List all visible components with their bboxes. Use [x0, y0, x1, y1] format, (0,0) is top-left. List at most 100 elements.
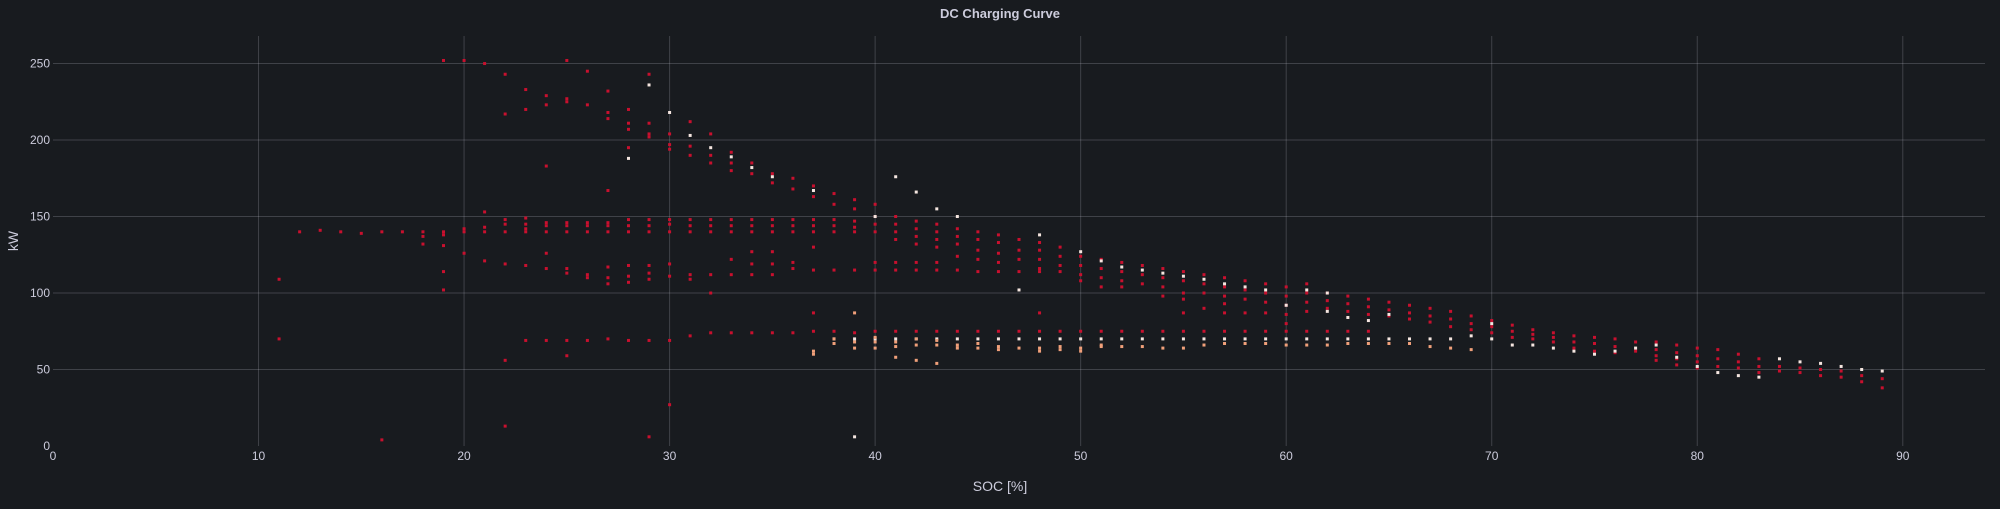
data-point — [935, 343, 939, 347]
data-point — [1860, 380, 1864, 384]
data-point — [729, 224, 733, 228]
data-point — [524, 263, 528, 267]
data-point — [1161, 276, 1165, 280]
data-point — [298, 230, 302, 234]
data-point — [729, 331, 733, 335]
data-point — [873, 346, 877, 350]
data-point — [1038, 248, 1042, 252]
data-point — [1428, 337, 1432, 341]
data-point — [1223, 302, 1227, 306]
data-point — [935, 338, 939, 342]
data-point — [811, 245, 815, 249]
data-point — [585, 276, 589, 280]
data-point — [914, 343, 918, 347]
data-point — [935, 260, 939, 264]
data-point — [1284, 312, 1288, 316]
data-point — [832, 329, 836, 333]
data-point — [976, 257, 980, 261]
data-point — [442, 233, 446, 237]
data-point — [1264, 337, 1268, 341]
data-point — [1469, 334, 1473, 338]
data-point — [544, 267, 548, 271]
data-point — [996, 260, 1000, 264]
data-point — [318, 228, 322, 232]
data-point — [1017, 346, 1021, 350]
data-point — [606, 337, 610, 341]
data-point — [1305, 288, 1309, 292]
data-point — [1223, 337, 1227, 341]
data-point — [626, 218, 630, 222]
data-point — [1408, 317, 1412, 321]
data-point — [421, 230, 425, 234]
data-point — [544, 94, 548, 98]
data-point — [565, 224, 569, 228]
data-point — [1613, 351, 1617, 355]
data-point — [606, 189, 610, 193]
data-point — [1819, 368, 1823, 372]
data-point — [688, 144, 692, 148]
data-point — [1099, 329, 1103, 333]
data-point — [1038, 329, 1042, 333]
data-point — [770, 262, 774, 266]
data-point — [1038, 267, 1042, 271]
data-point — [277, 277, 281, 281]
data-point — [544, 224, 548, 228]
data-point — [750, 172, 754, 176]
data-point — [421, 234, 425, 238]
data-point — [626, 280, 630, 284]
data-point — [1325, 337, 1329, 341]
data-point — [1202, 329, 1206, 333]
data-point — [853, 230, 857, 234]
data-point — [853, 268, 857, 272]
data-point — [770, 175, 774, 179]
data-point — [1716, 357, 1720, 361]
data-point — [1140, 345, 1144, 349]
data-point — [1346, 309, 1350, 313]
data-point — [565, 338, 569, 342]
data-point — [709, 132, 713, 136]
data-point — [1366, 305, 1370, 309]
data-point — [1634, 346, 1638, 350]
data-point — [894, 340, 898, 344]
data-point — [1120, 279, 1124, 283]
data-point — [1572, 346, 1576, 350]
data-point — [1449, 337, 1453, 341]
x-tick-label: 70 — [1485, 449, 1499, 463]
data-point — [955, 227, 959, 231]
x-tick-label: 20 — [457, 449, 471, 463]
data-point — [770, 250, 774, 254]
data-point — [524, 216, 528, 220]
data-point — [380, 230, 384, 234]
data-point — [1634, 340, 1638, 344]
data-point — [811, 311, 815, 315]
data-point — [1099, 276, 1103, 280]
data-point — [1777, 369, 1781, 373]
data-point — [1551, 335, 1555, 339]
data-point — [1058, 337, 1062, 341]
data-point — [709, 161, 713, 165]
data-point — [1161, 285, 1165, 289]
data-point — [1428, 320, 1432, 324]
data-point — [1017, 337, 1021, 341]
data-point — [1243, 288, 1247, 292]
data-point — [1736, 366, 1740, 370]
data-point — [1243, 279, 1247, 283]
data-point — [626, 127, 630, 131]
data-point — [1120, 329, 1124, 333]
data-point — [688, 133, 692, 137]
data-point — [668, 403, 672, 407]
data-point — [1757, 357, 1761, 361]
data-point — [873, 340, 877, 344]
data-point — [606, 282, 610, 286]
data-point — [811, 352, 815, 356]
data-point — [935, 329, 939, 333]
data-point — [791, 218, 795, 222]
data-point — [1366, 329, 1370, 333]
data-point — [1284, 294, 1288, 298]
data-point — [647, 135, 651, 139]
data-point — [503, 262, 507, 266]
data-point — [1264, 291, 1268, 295]
data-point — [1490, 319, 1494, 323]
y-tick-label: 0 — [43, 439, 50, 453]
data-point — [1120, 345, 1124, 349]
